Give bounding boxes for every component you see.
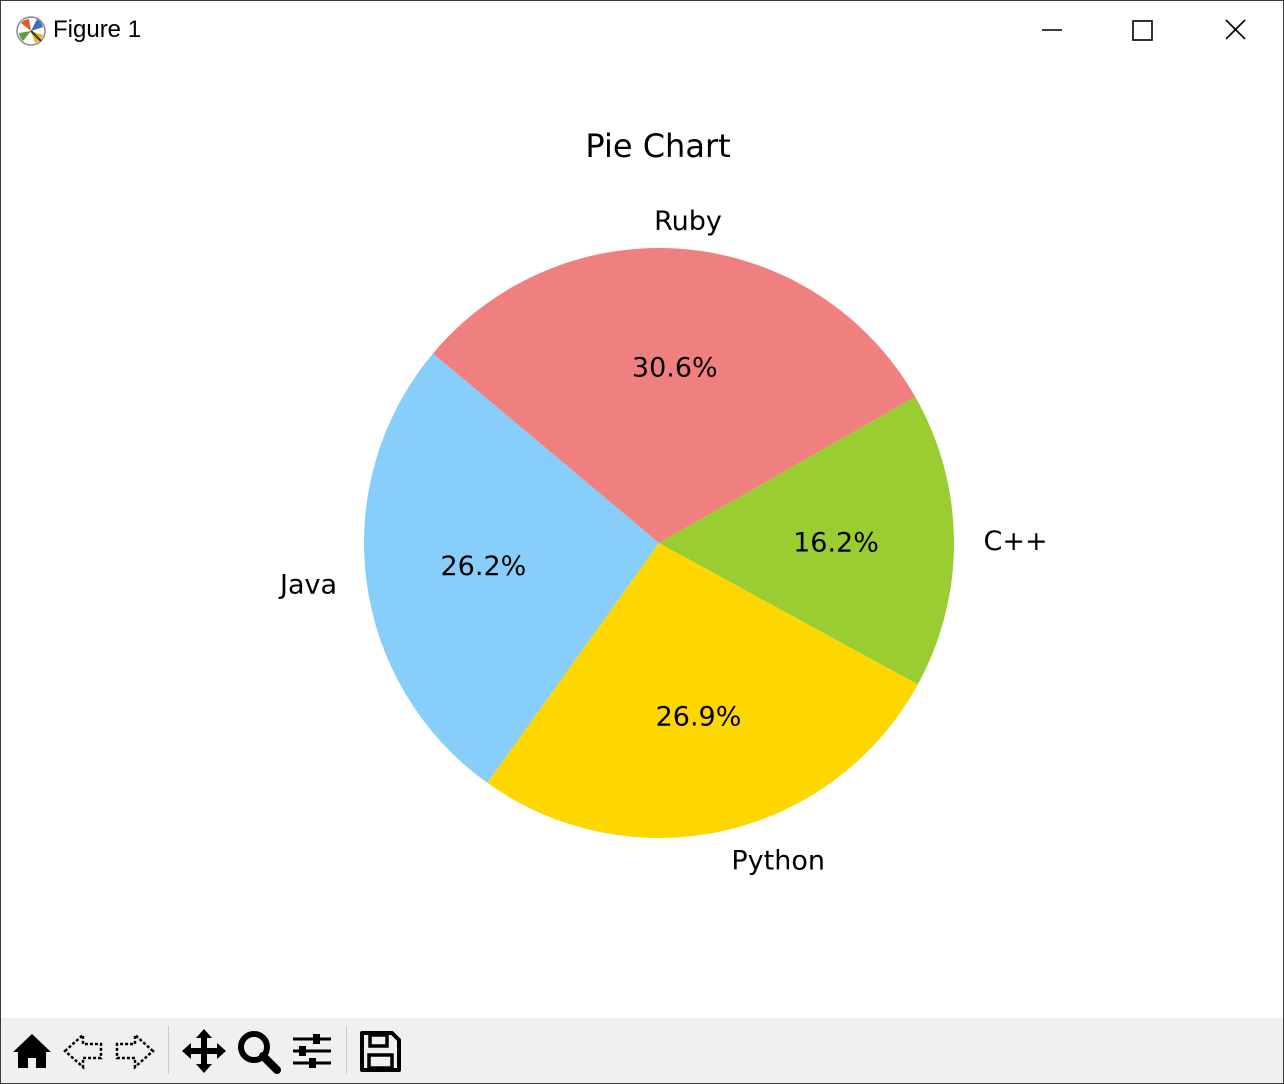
chart-title: Pie Chart [585, 127, 730, 165]
title-bar: Figure 1 [1, 1, 1283, 59]
zoom-icon [238, 1031, 281, 1074]
minimize-icon [1042, 29, 1062, 31]
navigation-toolbar [1, 1018, 1283, 1083]
pie-slice-java [364, 353, 659, 783]
pie-labels: 26.2% Java 26.9% Python 16.2% C++ 30.6% Ruby [278, 206, 1048, 876]
pie-category-label: Java [278, 570, 337, 601]
pie-percent-label: 30.6% [632, 353, 718, 384]
toolbar-separator [168, 1026, 169, 1074]
pie-percent-label: 16.2% [793, 527, 879, 558]
close-button[interactable] [1189, 1, 1281, 59]
configure-subplots-button[interactable] [287, 1026, 337, 1076]
pie-slice-ruby [433, 248, 916, 543]
figure-canvas[interactable]: Pie Chart 26.2% Java 26.9% Python 16.2% C++ 30… [1, 59, 1283, 1017]
pie-category-label: C++ [984, 526, 1048, 557]
pie-category-label: Python [731, 845, 825, 876]
pan-button[interactable] [179, 1026, 229, 1076]
zoom-button[interactable] [233, 1026, 283, 1076]
pie-percent-label: 26.2% [441, 551, 527, 582]
toolbar-separator [346, 1026, 347, 1074]
maximize-icon [1132, 20, 1153, 41]
window-title: Figure 1 [53, 16, 142, 43]
forward-button[interactable] [109, 1026, 159, 1076]
back-icon [63, 1032, 103, 1070]
home-button[interactable] [7, 1026, 57, 1076]
pie-category-label: Ruby [654, 206, 722, 237]
save-button[interactable] [355, 1026, 405, 1076]
matplotlib-app-icon [15, 15, 47, 47]
pie-slice-python [487, 543, 918, 838]
close-icon [1225, 19, 1246, 40]
pie-percent-label: 26.9% [656, 702, 742, 733]
minimize-button[interactable] [1005, 1, 1097, 59]
pie-chart: Pie Chart 26.2% Java 26.9% Python 16.2% C++ 30… [278, 127, 1048, 876]
home-icon [13, 1034, 51, 1068]
back-button[interactable] [59, 1026, 109, 1076]
pie-slices [364, 248, 954, 838]
forward-icon [115, 1032, 155, 1070]
configure-subplots-icon [293, 1034, 331, 1068]
maximize-button[interactable] [1097, 1, 1189, 59]
pan-icon [182, 1029, 226, 1073]
save-icon [360, 1031, 401, 1072]
pie-slice-c- [659, 396, 954, 685]
